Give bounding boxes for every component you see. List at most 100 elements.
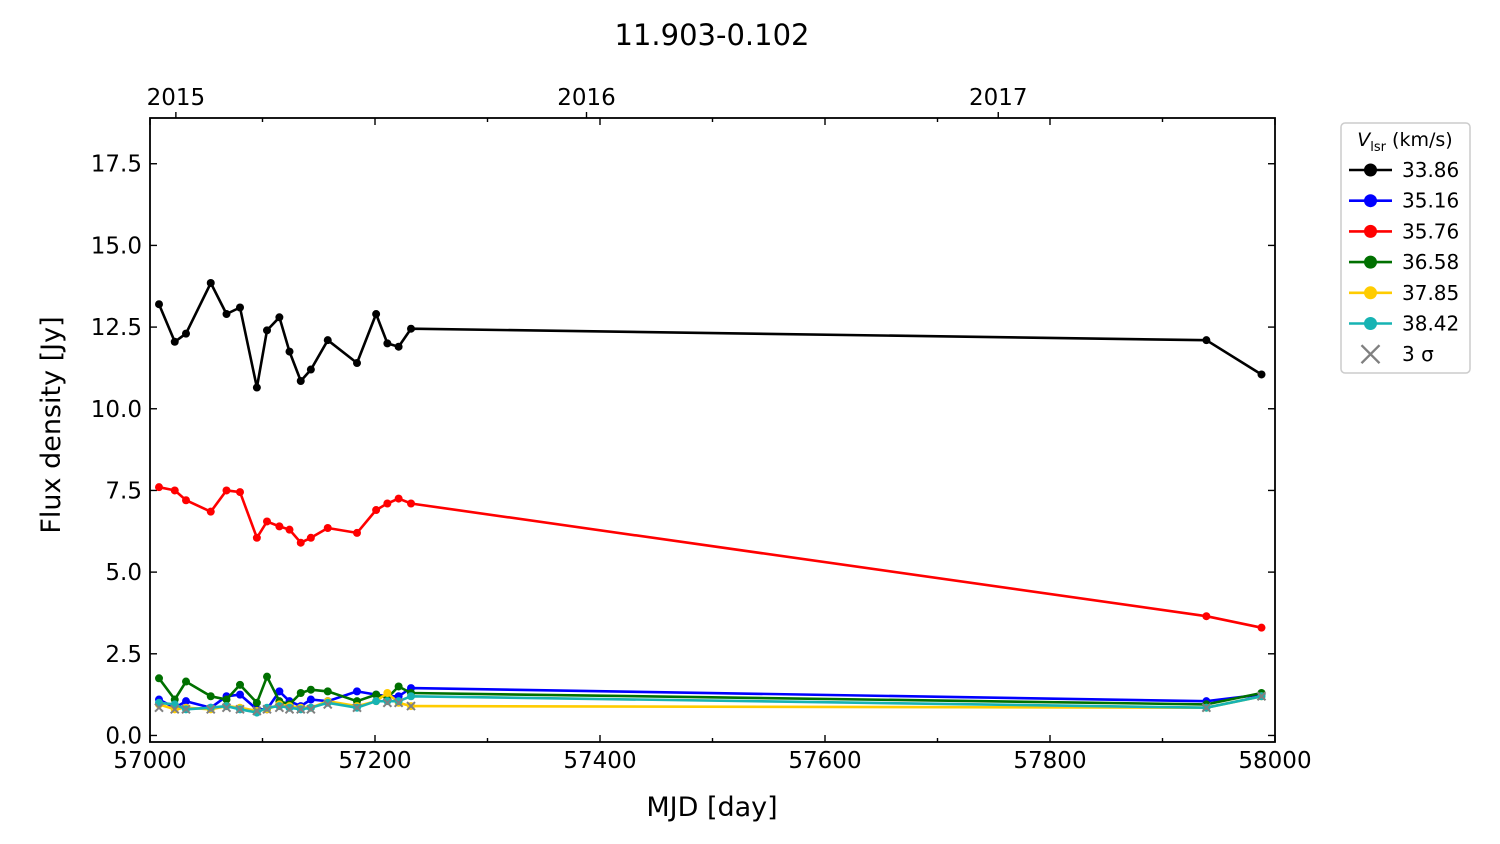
data-point-35.76 — [236, 488, 244, 497]
data-point-36.58 — [236, 680, 244, 689]
x-tick-label: 57800 — [1013, 748, 1086, 774]
legend-label: 35.76 — [1402, 219, 1459, 243]
x-axis-label: MJD [day] — [646, 792, 777, 823]
legend-label: 37.85 — [1402, 281, 1459, 305]
data-point-33.86 — [170, 337, 179, 346]
data-point-33.86 — [155, 300, 163, 309]
data-point-36.58 — [296, 688, 305, 697]
legend-title-symbol: V — [1357, 129, 1372, 151]
data-point-38.42 — [206, 703, 215, 712]
data-point-35.76 — [275, 522, 284, 531]
data-point-33.86 — [407, 324, 415, 333]
data-point-33.86 — [1202, 336, 1211, 345]
data-point-38.42 — [394, 697, 403, 706]
data-point-38.42 — [383, 697, 392, 706]
y-tick-label: 2.5 — [105, 642, 142, 668]
legend-label: 33.86 — [1402, 158, 1459, 182]
upper-limit-marker — [1256, 691, 1267, 701]
data-point-35.76 — [170, 486, 179, 495]
data-point-33.86 — [372, 310, 381, 319]
x-axis-ticks: 57000 57200 57400 57600 57800 58000 — [113, 118, 1312, 774]
upper-limit-stroke — [154, 702, 164, 713]
data-point-33.86 — [353, 359, 361, 368]
y-tick-label: 10.0 — [91, 397, 142, 423]
data-point-33.86 — [383, 339, 392, 348]
data-point-35.76 — [206, 507, 215, 516]
upper-limit-marker — [262, 704, 272, 715]
upper-limit-stroke — [323, 699, 333, 710]
data-point-33.86 — [285, 347, 294, 356]
upper-limit-markers — [154, 691, 1267, 716]
legend-item: 37.85 — [1349, 281, 1459, 305]
data-point-33.86 — [206, 278, 215, 287]
legend-swatch-marker — [1364, 163, 1377, 177]
x-tick-label: 57000 — [113, 748, 186, 774]
upper-limit-marker — [252, 706, 262, 716]
legend-swatch-marker — [1364, 194, 1377, 208]
upper-limit-marker — [382, 698, 393, 708]
upper-limit-stroke — [235, 704, 245, 715]
upper-limit-stroke — [284, 704, 295, 715]
legend-label: 35.16 — [1402, 189, 1459, 213]
upper-limit-marker — [1201, 702, 1212, 713]
data-point-35.76 — [182, 496, 190, 505]
legend-item: 38.42 — [1349, 312, 1459, 336]
upper-limit-stroke — [206, 704, 216, 715]
legend-item: 35.16 — [1349, 189, 1459, 213]
legend-item: 35.76 — [1349, 219, 1459, 243]
legend-title: Vlsr (km/s) — [1357, 129, 1452, 155]
y-axis-label: Flux density [Jy] — [36, 316, 67, 533]
legend-item: 33.86 — [1349, 158, 1459, 182]
upper-limit-marker — [296, 704, 306, 715]
data-point-33.86 — [222, 310, 231, 319]
data-point-35.76 — [252, 533, 261, 542]
legend-upper-limit-icon — [1360, 344, 1381, 365]
top-year-label: 2015 — [147, 85, 206, 111]
data-point-36.58 — [222, 695, 231, 704]
upper-limit-stroke — [221, 702, 232, 713]
legend-label: 36.58 — [1402, 250, 1459, 274]
y-tick-label: 12.5 — [91, 315, 142, 341]
upper-limit-marker — [284, 704, 295, 715]
data-point-37.85 — [383, 688, 392, 697]
x-tick-label: 57200 — [338, 748, 411, 774]
data-point-33.86 — [275, 313, 284, 322]
upper-limit-stroke — [352, 702, 362, 713]
data-point-35.16 — [236, 690, 244, 699]
data-point-35.76 — [1257, 623, 1266, 632]
data-point-35.16 — [275, 687, 284, 696]
data-point-35.76 — [306, 533, 315, 542]
chart-title: 11.903-0.102 — [615, 18, 810, 52]
legend-swatch-marker — [1364, 255, 1377, 269]
top-year-axis: 2015 2016 2017 — [147, 85, 1028, 118]
plot-area: 57000 57200 57400 57600 57800 58000 0.0 2.5 5.0… — [91, 85, 1312, 774]
series-layer — [155, 278, 1266, 717]
upper-limit-marker — [393, 698, 404, 708]
data-point-35.16 — [353, 687, 361, 696]
legend-item: 3 σ — [1360, 342, 1434, 366]
data-point-35.76 — [383, 499, 392, 508]
upper-limit-stroke — [274, 702, 285, 713]
upper-limit-stroke — [170, 704, 180, 715]
legend-label-upper-limit: 3 σ — [1402, 342, 1434, 366]
data-point-35.16 — [306, 695, 315, 704]
data-point-33.86 — [252, 383, 261, 392]
data-point-38.42 — [372, 697, 381, 706]
series-line-35.76 — [158, 485, 1262, 629]
data-point-35.76 — [222, 486, 231, 495]
upper-limit-marker — [154, 702, 164, 713]
data-point-33.86 — [394, 342, 403, 351]
legend-label: 38.42 — [1402, 312, 1459, 336]
upper-limit-stroke — [252, 706, 262, 716]
data-point-33.86 — [263, 326, 271, 335]
upper-limit-marker — [181, 704, 191, 715]
data-point-33.86 — [1257, 370, 1266, 379]
data-point-36.58 — [372, 690, 381, 699]
upper-limit-marker — [206, 704, 216, 715]
upper-limit-marker — [235, 704, 245, 715]
data-point-38.42 — [323, 698, 332, 707]
data-point-35.76 — [353, 528, 361, 537]
legend-frame — [1340, 122, 1471, 374]
upper-limit-marker — [406, 701, 416, 711]
